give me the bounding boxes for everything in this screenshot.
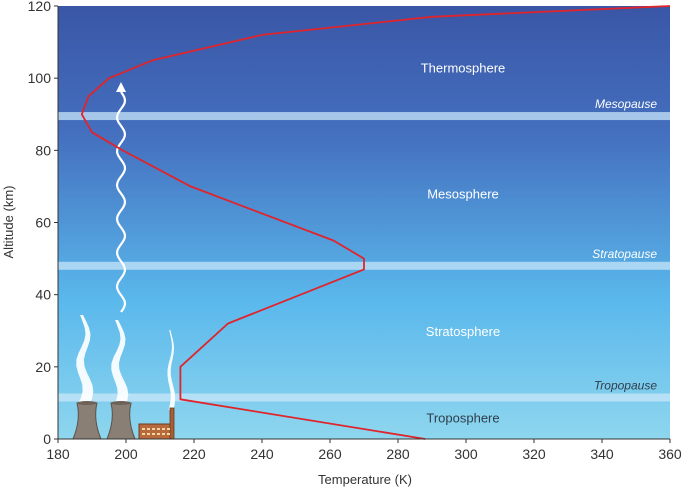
y-tick-label: 120 <box>28 0 52 14</box>
boundary-band <box>58 112 670 121</box>
x-tick-label: 340 <box>590 446 614 462</box>
x-tick-label: 280 <box>386 446 410 462</box>
y-tick-label: 40 <box>35 287 51 303</box>
x-tick-label: 360 <box>658 446 682 462</box>
arrow-head-icon <box>116 82 126 92</box>
smoke-plume-icon <box>167 330 176 410</box>
y-tick-label: 100 <box>28 70 52 86</box>
x-tick-label: 200 <box>114 446 138 462</box>
wavy-arrow <box>115 82 127 313</box>
x-tick-label: 220 <box>182 446 206 462</box>
layer-label: Troposphere <box>426 410 499 425</box>
y-tick-label: 20 <box>35 359 51 375</box>
layer-label: Stratosphere <box>426 324 500 339</box>
factory-icon <box>138 407 175 440</box>
temperature-line <box>80 5 671 440</box>
plot-background <box>58 6 670 439</box>
y-tick-label: 80 <box>35 142 51 158</box>
boundary-labels: Tropopause Stratopause Mesopause <box>592 97 657 392</box>
wavy-arrow-icon <box>115 91 127 313</box>
layer-label: Mesosphere <box>427 187 499 202</box>
x-tick-label: 180 <box>46 446 70 462</box>
smoke-plume-icon <box>76 315 94 404</box>
cooling-tower-rim <box>111 401 131 405</box>
y-tick-label: 0 <box>43 431 51 447</box>
boundary-band <box>58 393 670 402</box>
smoke-plumes <box>76 315 176 410</box>
cooling-tower-rim <box>77 401 97 405</box>
boundary-label: Mesopause <box>595 97 657 111</box>
tick-labels: 180 200 220 240 260 280 300 320 340 360 0 20 40 60 80 1… <box>28 0 682 462</box>
layer-label: Thermosphere <box>421 60 506 75</box>
boundary-label: Tropopause <box>594 379 657 393</box>
x-tick-label: 320 <box>522 446 546 462</box>
x-tick-label: 300 <box>454 446 478 462</box>
x-tick-label: 240 <box>250 446 274 462</box>
x-axis-label: Temperature (K) <box>318 472 412 487</box>
temperature-series <box>80 5 671 440</box>
smoke-plume-icon <box>111 320 129 407</box>
y-axis-label: Altitude (km) <box>1 186 16 259</box>
y-tick-label: 60 <box>35 215 51 231</box>
axes <box>54 5 671 443</box>
layer-labels: Troposphere Stratosphere Mesosphere Thermos… <box>421 60 506 425</box>
x-tick-label: 260 <box>318 446 342 462</box>
boundary-label: Stratopause <box>592 247 657 261</box>
